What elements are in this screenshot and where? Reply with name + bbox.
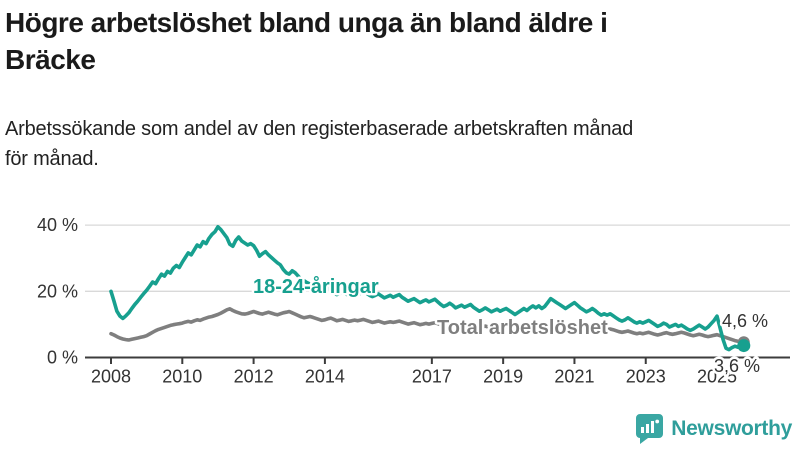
x-tick-label-2023: 2023	[626, 367, 666, 387]
logo-bar-2	[646, 424, 650, 433]
x-tick-label-2021: 2021	[554, 367, 594, 387]
series-label-0: Total arbetslöshet	[437, 317, 608, 339]
logo-exclamation-dot	[655, 419, 660, 424]
logo-bar-1	[641, 427, 645, 433]
subtitle-line-1: Arbetssökande som andel av den registerb…	[5, 118, 634, 140]
x-tick-label-2019: 2019	[483, 367, 523, 387]
title-line-2: Bräcke	[5, 44, 96, 75]
y-tick-label-20: 20 %	[37, 281, 78, 301]
series-end-dot-1	[737, 339, 751, 353]
x-tick-label-2014: 2014	[305, 367, 345, 387]
newsworthy-brand: Newsworthy	[634, 413, 792, 444]
x-tick-label-2008: 2008	[91, 367, 131, 387]
brand-name: Newsworthy	[671, 416, 792, 440]
y-tick-label-40: 40 %	[37, 215, 78, 235]
x-tick-label-2025: 2025	[697, 367, 737, 387]
series-line-0	[109, 306, 746, 345]
x-tick-label-2010: 2010	[162, 367, 202, 387]
subtitle-line-2: för månad.	[5, 148, 99, 170]
series-label-1: 18-24-åringar	[253, 275, 379, 298]
end-value-label-0: 4,6 %	[722, 311, 768, 331]
y-tick-label-0: 0 %	[47, 348, 78, 368]
logo-bubble	[636, 414, 664, 444]
x-tick-label-2017: 2017	[412, 367, 452, 387]
title-line-1: Högre arbetslöshet bland unga än bland ä…	[5, 7, 608, 38]
x-tick-label-2012: 2012	[234, 367, 274, 387]
logo-bar-3	[651, 421, 655, 433]
newsworthy-logo-icon	[636, 414, 664, 444]
page-title: Högre arbetslöshet bland unga än bland ä…	[5, 4, 793, 78]
series-line-1	[109, 225, 746, 352]
end-value-label-1: 3,6 %	[714, 356, 760, 376]
chart-subtitle: Arbetssökande som andel av den registerb…	[5, 114, 795, 174]
